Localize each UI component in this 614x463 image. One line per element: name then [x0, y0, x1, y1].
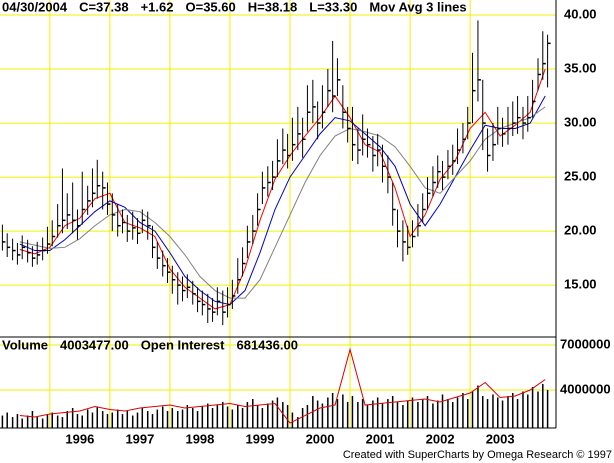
x-tick-label: 2003 [486, 431, 515, 446]
header-text: O=35.60 [186, 0, 236, 14]
x-tick-label: 1999 [246, 431, 275, 446]
header-text: Volume [2, 337, 48, 352]
header-text: Mov Avg 3 lines [369, 0, 466, 14]
line-series [19, 106, 546, 299]
x-tick-label: 1997 [125, 431, 154, 446]
x-tick-label: 1998 [185, 431, 214, 446]
x-tick-label: 2000 [306, 431, 335, 446]
y-tick-label: 20.00 [564, 223, 597, 238]
header-text: 04/30/2004 [2, 0, 68, 14]
header-text: 681436.00 [236, 337, 297, 352]
header-text: L=33.30 [309, 0, 357, 14]
footer: Created with SuperCharts by Omega Resear… [343, 449, 612, 461]
y-tick-label: 35.00 [564, 60, 597, 75]
header-text: Open Interest [141, 337, 225, 352]
line-series [19, 347, 546, 424]
x-tick-label: 2001 [366, 431, 395, 446]
x-tick-label: 2002 [426, 431, 455, 446]
y-tick-label: 4000000 [560, 381, 611, 396]
y-tick-label: 7000000 [560, 336, 611, 351]
x-tick-label: 1996 [65, 431, 94, 446]
header-text: 4003477.00 [60, 337, 129, 352]
y-tick-label: 40.00 [564, 6, 597, 21]
y-tick-label: 15.00 [564, 277, 597, 292]
header-text: H=38.18 [248, 0, 298, 14]
header-text: +1.62 [141, 0, 174, 14]
header-text: C=37.38 [79, 0, 129, 14]
y-tick-label: 30.00 [564, 115, 597, 130]
y-tick-label: 25.00 [564, 169, 597, 184]
